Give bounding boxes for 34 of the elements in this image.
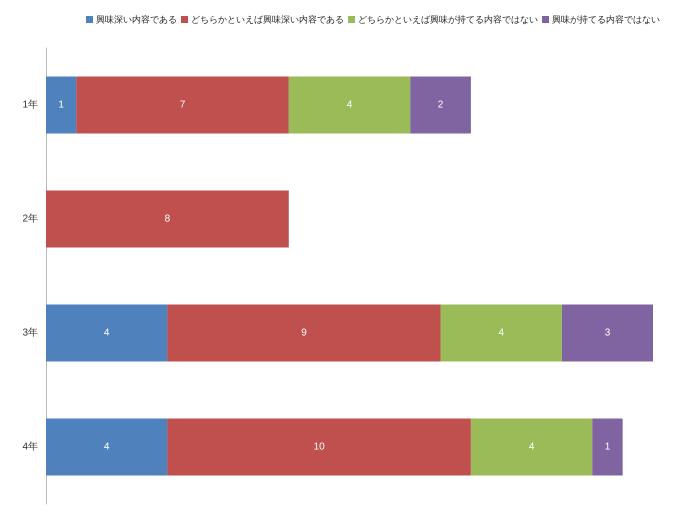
data-label: 1 <box>58 100 64 110</box>
bar <box>167 304 441 362</box>
data-label: 3 <box>604 328 611 338</box>
legend-label: どちらかといえば興味深い内容である <box>191 14 344 24</box>
y-tick-label: 1年 <box>22 98 38 110</box>
bar <box>46 76 76 134</box>
bar <box>167 418 471 476</box>
data-label: 7 <box>180 100 186 110</box>
bar <box>592 418 623 476</box>
legend-label: どちらかといえば興味が持てる内容ではない <box>358 14 538 24</box>
bar <box>288 76 410 134</box>
bar <box>410 76 471 134</box>
data-label: 2 <box>438 100 444 110</box>
data-label: 4 <box>104 328 110 338</box>
y-tick-label: 3年 <box>22 326 38 338</box>
data-label: 9 <box>301 328 308 338</box>
data-label: 8 <box>164 214 171 224</box>
data-label: 4 <box>498 328 504 338</box>
y-tick-label: 4年 <box>22 440 38 452</box>
bar <box>46 418 168 476</box>
y-tick-label: 2年 <box>22 212 38 224</box>
data-label: 4 <box>528 442 535 452</box>
bar <box>76 76 289 134</box>
legend-label: 興味深い内容である <box>96 14 177 24</box>
bar <box>440 304 562 362</box>
data-label: 1 <box>604 442 611 452</box>
bar <box>562 304 653 362</box>
bar <box>470 418 592 476</box>
bar <box>46 304 168 362</box>
data-label: 10 <box>314 442 326 452</box>
data-label: 4 <box>104 442 110 452</box>
bar <box>46 190 289 248</box>
legend-label: 興味が持てる内容ではない <box>552 14 660 24</box>
data-label: 4 <box>346 100 353 110</box>
